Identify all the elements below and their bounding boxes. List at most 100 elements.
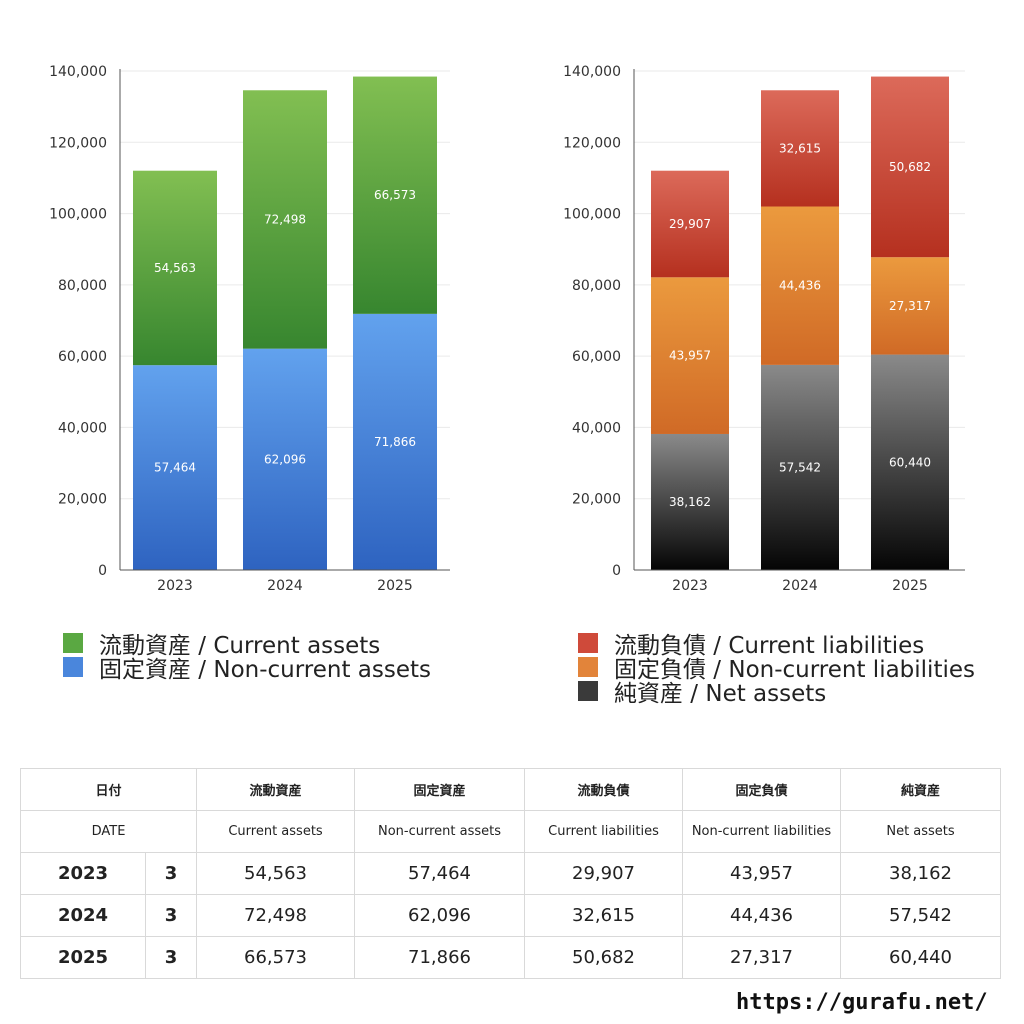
bar-segment — [243, 90, 327, 349]
y-tick-label: 100,000 — [563, 207, 621, 223]
data-label: 38,162 — [669, 495, 711, 509]
x-tick-label: 2025 — [892, 578, 928, 594]
x-tick-label: 2025 — [377, 578, 413, 594]
table-cell: 62,096 — [354, 894, 526, 937]
table-cell: 57,464 — [354, 852, 526, 895]
y-tick-label: 60,000 — [58, 349, 107, 365]
table-month-cell: 3 — [144, 894, 198, 937]
table-year-cell: 2024 — [20, 894, 146, 937]
bar-segment — [761, 206, 839, 365]
y-tick-label: 120,000 — [49, 135, 107, 151]
table-cell: 38,162 — [840, 852, 1002, 895]
legend-label: 純資産 / Net assets — [614, 681, 827, 707]
data-label: 54,563 — [154, 261, 196, 275]
table-cell: 32,615 — [524, 894, 684, 937]
y-tick-label: 20,000 — [58, 492, 107, 508]
x-tick-label: 2023 — [157, 578, 193, 594]
bar-segment — [871, 354, 949, 570]
table-header-cell: 固定資産 — [354, 768, 526, 811]
table-year-cell: 2023 — [20, 852, 146, 895]
legend-label: 流動資産 / Current assets — [99, 633, 381, 659]
legend-item-current-assets: 流動資産 / Current assets — [63, 631, 431, 659]
y-tick-label: 40,000 — [58, 420, 107, 436]
site-url: https://gurafu.net/ — [736, 990, 988, 1015]
table-header-cell: Current assets — [196, 810, 356, 853]
table-cell: 60,440 — [840, 936, 1002, 979]
table-header-cell: 純資産 — [840, 768, 1002, 811]
bar-segment — [651, 277, 729, 434]
bar-segment — [133, 170, 217, 366]
x-tick-label: 2024 — [782, 578, 818, 594]
y-tick-label: 0 — [612, 563, 621, 579]
table-header-jp: 日付 流動資産 固定資産 流動負債 固定負債 純資産 — [19, 768, 1002, 811]
bar-segment — [651, 433, 729, 570]
table-month-cell: 3 — [144, 852, 198, 895]
legend-item-net-assets: 純資産 / Net assets — [578, 679, 975, 707]
table-header-cell: Current liabilities — [524, 810, 684, 853]
bar-segment — [353, 313, 437, 570]
bar-segment — [871, 76, 949, 258]
table-header-cell: DATE — [19, 810, 198, 853]
bar-segment — [133, 365, 217, 570]
table-cell: 54,563 — [196, 852, 356, 895]
bar-segment — [761, 364, 839, 570]
y-tick-label: 100,000 — [49, 207, 107, 223]
bar-segment — [761, 90, 839, 207]
y-tick-label: 120,000 — [563, 135, 621, 151]
table-row: 2023 3 54,563 57,464 29,907 43,957 38,16… — [20, 852, 1002, 895]
legend-swatch — [578, 657, 598, 677]
table-month-cell: 3 — [144, 936, 198, 979]
table-row: 2024 3 72,498 62,096 32,615 44,436 57,54… — [20, 894, 1002, 937]
legend-label: 固定資産 / Non-current assets — [99, 657, 432, 683]
table-cell: 29,907 — [524, 852, 684, 895]
data-label: 72,498 — [264, 212, 306, 226]
data-table: 日付 流動資産 固定資産 流動負債 固定負債 純資産 DATE Current … — [19, 768, 1002, 979]
data-label: 29,907 — [669, 217, 711, 231]
legend-label: 固定負債 / Non-current liabilities — [614, 657, 975, 683]
y-tick-label: 80,000 — [572, 278, 621, 294]
table-cell: 66,573 — [196, 936, 356, 979]
data-label: 50,682 — [889, 160, 931, 174]
table-header-cell: Net assets — [840, 810, 1002, 853]
table-header-cell: 日付 — [19, 768, 198, 811]
data-label: 27,317 — [889, 299, 931, 313]
table-cell: 43,957 — [682, 852, 842, 895]
table-header-cell: 流動負債 — [524, 768, 684, 811]
table-header-en: DATE Current assets Non-current assets C… — [19, 810, 1002, 853]
table-cell: 72,498 — [196, 894, 356, 937]
chart-2: 0 20,000 40,000 60,000 80,000 100,000 120,000 1… — [563, 64, 965, 594]
table-header-cell: 流動資産 — [196, 768, 356, 811]
y-tick-label: 40,000 — [572, 420, 621, 436]
y-tick-label: 0 — [98, 563, 107, 579]
table-cell: 27,317 — [682, 936, 842, 979]
data-label: 60,440 — [889, 455, 931, 469]
legend-liabilities: 流動負債 / Current liabilities 固定負債 / Non-cu… — [578, 631, 975, 707]
legend-swatch — [63, 633, 83, 653]
y-tick-label: 140,000 — [563, 64, 621, 80]
data-label: 43,957 — [669, 349, 711, 363]
table-year-cell: 2025 — [20, 936, 146, 979]
legend-label: 流動負債 / Current liabilities — [614, 633, 925, 659]
table-cell: 44,436 — [682, 894, 842, 937]
legend-assets: 流動資産 / Current assets 固定資産 / Non-current… — [63, 631, 431, 683]
legend-item-non-current-assets: 固定資産 / Non-current assets — [63, 655, 431, 683]
bar-segment — [871, 257, 949, 355]
data-label: 57,542 — [779, 460, 821, 474]
x-tick-label: 2023 — [672, 578, 708, 594]
legend-swatch — [578, 633, 598, 653]
data-label: 32,615 — [779, 141, 821, 155]
y-tick-label: 80,000 — [58, 278, 107, 294]
y-tick-label: 20,000 — [572, 492, 621, 508]
legend-item-non-current-liabilities: 固定負債 / Non-current liabilities — [578, 655, 975, 683]
table-cell: 57,542 — [840, 894, 1002, 937]
y-tick-label: 60,000 — [572, 349, 621, 365]
legend-item-current-liabilities: 流動負債 / Current liabilities — [578, 631, 975, 659]
legend-swatch — [578, 681, 598, 701]
data-label: 57,464 — [154, 461, 196, 475]
table-cell: 50,682 — [524, 936, 684, 979]
charts-canvas: 0 20,000 40,000 60,000 80,000 100,000 120,000 1… — [49, 64, 965, 594]
y-tick-label: 140,000 — [49, 64, 107, 80]
data-label: 62,096 — [264, 452, 306, 466]
bar-segment — [243, 348, 327, 570]
table-header-cell: Non-current liabilities — [682, 810, 842, 853]
